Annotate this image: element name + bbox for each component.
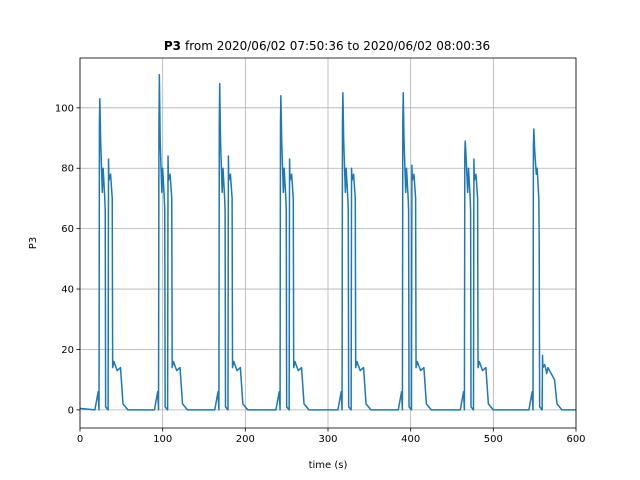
x-tick-label: 600 xyxy=(566,434,585,445)
x-tick-label: 300 xyxy=(318,434,337,445)
title-bold: P3 xyxy=(164,39,181,53)
y-tick-label: 100 xyxy=(55,103,74,114)
chart-title: P3 from 2020/06/02 07:50:36 to 2020/06/02… xyxy=(164,39,490,53)
y-tick-label: 0 xyxy=(68,405,74,416)
x-axis-label: time (s) xyxy=(309,460,348,471)
y-axis-label: P3 xyxy=(28,237,39,249)
data-line xyxy=(79,73,576,411)
x-tick-label: 500 xyxy=(484,434,503,445)
y-tick-label: 20 xyxy=(61,345,74,356)
title-rest: from 2020/06/02 07:50:36 to 2020/06/02 0… xyxy=(185,39,490,53)
x-tick-label: 0 xyxy=(77,434,83,445)
y-tick-label: 60 xyxy=(61,224,74,235)
y-tick-label: 80 xyxy=(61,164,74,175)
plot-frame xyxy=(79,57,577,429)
y-tick-label: 40 xyxy=(61,285,74,296)
x-tick-label: 100 xyxy=(153,434,172,445)
x-tick-label: 200 xyxy=(236,434,255,445)
x-tick-label: 400 xyxy=(401,434,420,445)
